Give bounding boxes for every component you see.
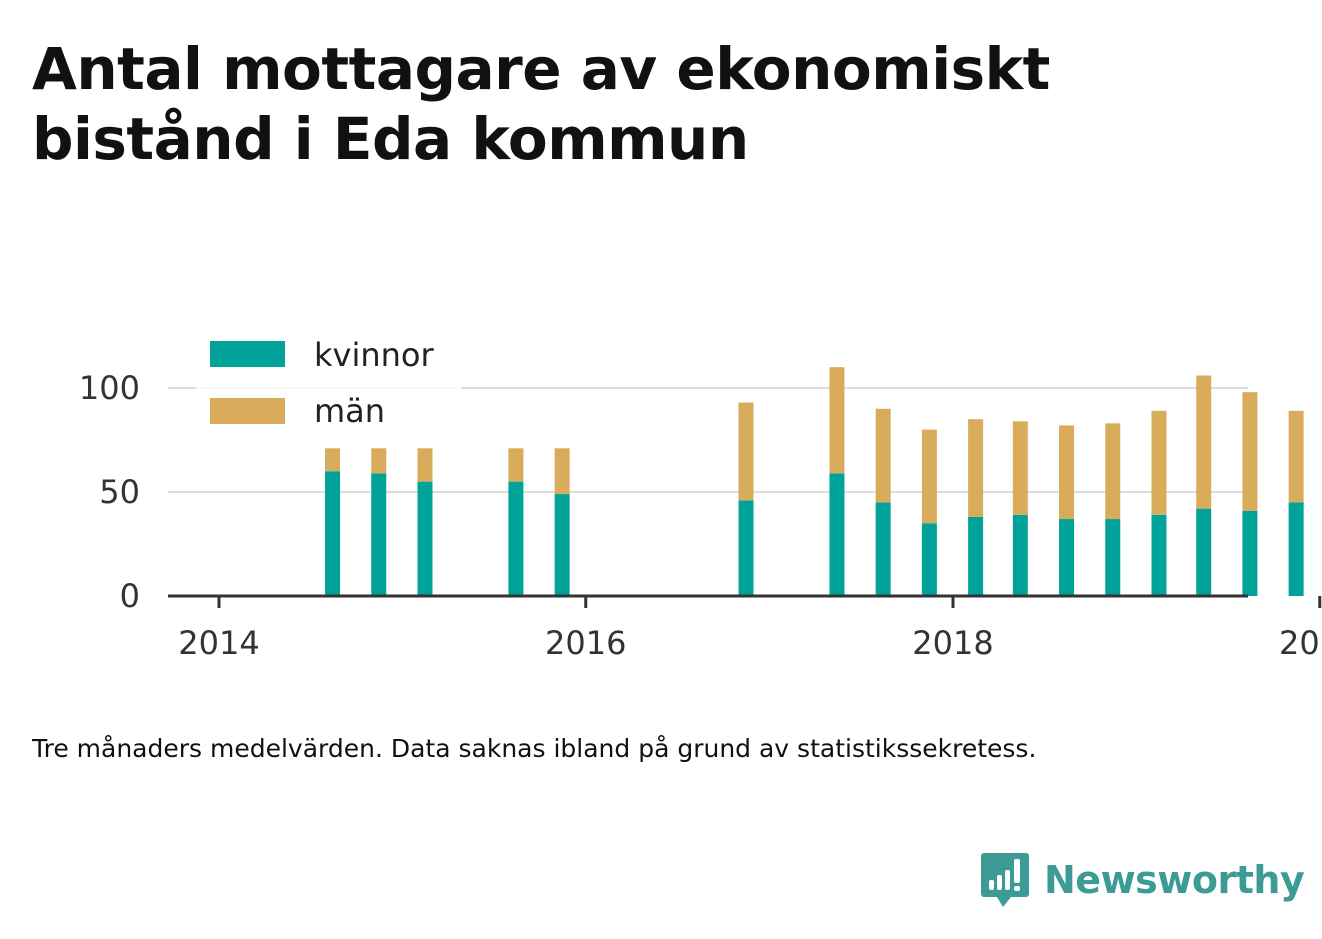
bar-kvinnor	[1105, 519, 1121, 596]
bar-man	[325, 448, 341, 472]
bar-man	[1288, 410, 1304, 503]
y-tick-label: 50	[99, 473, 140, 511]
bar-kvinnor	[508, 481, 524, 596]
stacked-bar-chart: kvinnor män 0501002014201620182020202220…	[78, 330, 1322, 662]
bar-kvinnor	[829, 473, 845, 596]
bar-kvinnor	[371, 473, 387, 596]
bar-kvinnor	[1242, 510, 1258, 596]
bar-man	[738, 402, 754, 501]
bar-man	[875, 408, 891, 503]
y-tick-label: 100	[79, 369, 140, 407]
bar-man	[1105, 423, 1121, 520]
bar-man	[371, 448, 387, 474]
bar-man	[1151, 410, 1167, 515]
bar-man	[1242, 392, 1258, 511]
bar-man	[1059, 425, 1075, 520]
bars	[325, 367, 1304, 596]
bar-chart-speech-bubble-icon	[981, 853, 1029, 907]
x-tick-label: 2018	[912, 624, 993, 662]
bar-kvinnor	[1196, 508, 1212, 596]
x-tick-label: 2020	[1279, 624, 1322, 662]
bar-kvinnor	[738, 500, 754, 596]
legend-label-man: män	[314, 392, 385, 430]
legend-label-kvinnor: kvinnor	[314, 336, 435, 374]
bar-man	[554, 448, 570, 495]
legend-swatch-kvinnor	[210, 341, 285, 367]
brand-logo: Newsworthy	[980, 848, 1305, 912]
bar-kvinnor	[1151, 514, 1167, 596]
footnote: Tre månaders medelvärden. Data saknas ib…	[32, 734, 1037, 763]
legend: kvinnor män	[196, 330, 461, 446]
bar-kvinnor	[325, 471, 341, 596]
legend-swatch-man	[210, 398, 285, 424]
bar-kvinnor	[968, 516, 984, 596]
bar-man	[921, 429, 937, 524]
bar-kvinnor	[554, 494, 570, 596]
bar-kvinnor	[1288, 502, 1304, 596]
bar-kvinnor	[875, 502, 891, 596]
bar-man	[829, 367, 845, 474]
bar-man	[508, 448, 524, 482]
bar-man	[1012, 421, 1028, 515]
bar-man	[1196, 375, 1212, 509]
bar-kvinnor	[417, 481, 433, 596]
bar-kvinnor	[1059, 519, 1075, 596]
chart-title: Antal mottagare av ekonomiskt bistånd i …	[32, 35, 1050, 173]
brand-name: Newsworthy	[1044, 858, 1305, 902]
x-tick-label: 2016	[545, 624, 626, 662]
bar-kvinnor	[921, 523, 937, 596]
bar-kvinnor	[1012, 514, 1028, 596]
bar-man	[968, 419, 984, 517]
y-tick-label: 0	[120, 577, 140, 615]
axes: 050100201420162018202020222024	[79, 369, 1322, 662]
bar-man	[417, 448, 433, 482]
x-tick-label: 2014	[178, 624, 259, 662]
